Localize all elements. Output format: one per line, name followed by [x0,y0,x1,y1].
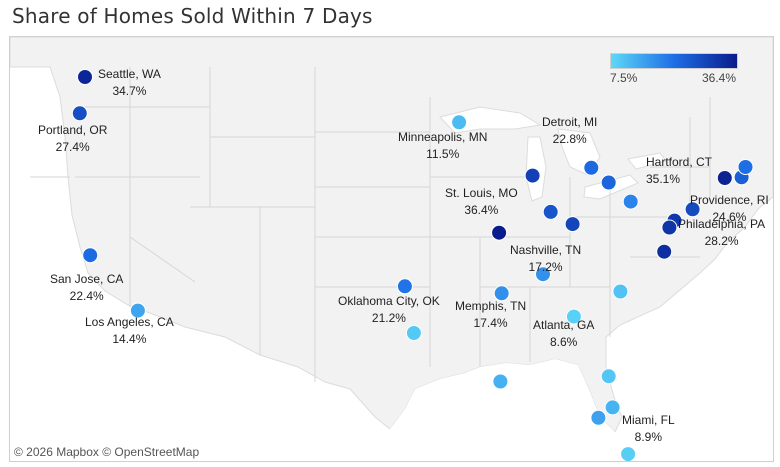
city-name: Philadelphia, PA [678,217,766,231]
city-label-minneapolis: Minneapolis, MN 11.5% [398,129,487,163]
city-marker-unlabeled[interactable] [737,159,754,175]
city-marker-san-jose-ca[interactable] [82,247,99,264]
city-name: Hartford, CT [646,155,713,169]
legend-max-label: 36.4% [701,71,736,85]
city-marker-unlabeled[interactable] [612,283,629,300]
legend-gradient-bar [610,53,738,69]
city-label-hartford: Hartford, CT 35.1% [646,154,712,188]
legend-min-label: 7.5% [610,71,638,85]
map-basemap [10,37,773,461]
color-legend: 7.5% 36.4% [610,53,740,89]
marker-layer [71,69,754,461]
city-marker-los-angeles-ca[interactable] [129,302,146,319]
city-value: 17.4% [473,316,508,330]
city-value: 11.5% [426,147,460,161]
city-value: 22.4% [69,289,104,303]
city-marker-unlabeled[interactable] [542,203,559,220]
city-marker-unlabeled[interactable] [590,409,607,426]
city-marker-unlabeled[interactable] [661,219,678,236]
city-label-seattle: Seattle, WA 34.7% [98,66,161,100]
city-marker-st-louis-mo[interactable] [491,224,508,241]
city-label-providence: Providence, RI 24.6% [690,192,769,226]
city-marker-seattle-wa[interactable] [77,69,93,85]
city-marker-miami-fl[interactable] [620,446,637,461]
city-marker-philadelphia-pa[interactable] [684,201,701,218]
city-name: Atlanta, GA [533,318,595,332]
city-label-oklahoma-city: Oklahoma City, OK 21.2% [338,293,440,327]
city-value: 22.8% [552,132,587,146]
gulf-of-mexico [390,359,622,461]
city-marker-unlabeled[interactable] [604,399,621,416]
city-name: Oklahoma City, OK [338,294,440,308]
city-value: 14.4% [112,332,147,346]
map-canvas[interactable]: Seattle, WA 34.7% Portland, OR 27.4% San… [9,36,774,462]
city-label-portland: Portland, OR 27.4% [38,122,107,156]
city-marker-unlabeled[interactable] [524,167,541,184]
city-label-memphis: Memphis, TN 17.4% [455,298,526,332]
city-name: San Jose, CA [50,272,124,286]
city-marker-unlabeled[interactable] [600,368,617,385]
city-value: 21.2% [371,311,406,325]
city-marker-unlabeled[interactable] [564,216,581,233]
city-value: 8.6% [550,335,578,349]
city-name: St. Louis, MO [445,186,518,200]
city-label-nashville: Nashville, TN 17.2% [510,242,581,276]
city-value: 34.7% [112,84,147,98]
city-value: 8.9% [634,430,663,444]
city-name: Portland, OR [38,123,108,137]
city-marker-unlabeled[interactable] [622,193,639,210]
city-label-san-jose: San Jose, CA 22.4% [50,271,123,305]
city-marker-memphis-tn[interactable] [493,285,510,302]
city-marker-unlabeled[interactable] [492,373,509,390]
city-marker-nashville-tn[interactable] [535,266,551,283]
city-name: Detroit, MI [542,115,598,129]
city-marker-detroit-mi[interactable] [583,159,600,176]
city-label-atlanta: Atlanta, GA 8.6% [533,317,594,351]
city-marker-portland-or[interactable] [71,105,88,122]
city-marker-atlanta-ga[interactable] [565,308,582,325]
city-value: 24.6% [712,210,747,224]
city-label-st-louis: St. Louis, MO 36.4% [445,185,518,219]
city-name: Nashville, TN [510,243,582,257]
city-name: Memphis, TN [455,299,527,313]
city-marker-minneapolis-mn[interactable] [451,114,468,131]
city-name: Los Angeles, CA [85,315,174,329]
city-marker-hartford-ct[interactable] [716,170,733,186]
city-value: 35.1% [646,172,681,186]
city-name: Providence, RI [690,193,769,207]
city-name: Seattle, WA [98,67,161,81]
city-value: 17.2% [528,260,563,274]
city-marker-unlabeled[interactable] [600,174,617,191]
map-attribution[interactable]: © 2026 Mapbox © OpenStreetMap [14,445,200,459]
city-marker-oklahoma-city-ok[interactable] [396,278,413,295]
city-label-philadelphia: Philadelphia, PA 28.2% [678,216,765,250]
page-title: Share of Homes Sold Within 7 Days [12,4,373,28]
city-value: 28.2% [704,234,739,248]
city-name: Miami, FL [622,413,675,427]
city-name: Minneapolis, MN [398,130,488,144]
lake-ontario [627,152,667,170]
city-value: 27.4% [55,140,90,154]
city-label-miami: Miami, FL 8.9% [622,412,675,446]
city-label-detroit: Detroit, MI 22.8% [542,114,597,148]
city-label-los-angeles: Los Angeles, CA 14.4% [85,314,174,348]
city-marker-unlabeled[interactable] [656,243,673,260]
city-marker-unlabeled[interactable] [405,325,422,341]
city-value: 36.4% [464,203,499,217]
